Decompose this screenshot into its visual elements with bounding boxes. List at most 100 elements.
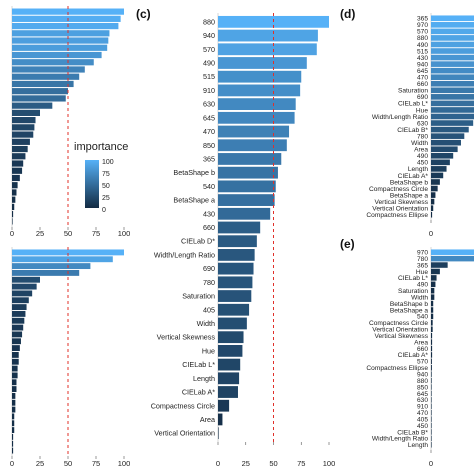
- category-label: Hue: [416, 107, 428, 114]
- bar: [431, 262, 448, 268]
- x-tick-label: 25: [36, 459, 44, 468]
- bar: [12, 358, 19, 365]
- x-tick-label: 50: [64, 459, 72, 468]
- bar: [218, 166, 278, 179]
- category-label: 490: [417, 153, 428, 160]
- category-label: Vertical Orientation: [154, 429, 215, 438]
- bar: [218, 98, 296, 111]
- bar: [12, 203, 15, 211]
- bar: [218, 427, 219, 440]
- category-label: Compactness Circle: [369, 186, 428, 193]
- bar: [12, 196, 16, 203]
- x-tick-label: 25: [36, 229, 44, 238]
- bar: [12, 167, 23, 174]
- category-label: Vertical Skewness: [374, 333, 428, 340]
- bar: [431, 403, 432, 410]
- category-label: 690: [203, 264, 215, 273]
- bar: [431, 352, 433, 358]
- bar: [431, 365, 432, 371]
- category-label: 490: [203, 59, 215, 68]
- category-label: 940: [203, 31, 215, 40]
- category-label: 470: [203, 127, 215, 136]
- bar: [431, 371, 432, 377]
- bar: [431, 146, 458, 153]
- bar: [431, 313, 434, 320]
- bar: [218, 43, 317, 56]
- bar: [12, 365, 18, 372]
- bar: [431, 67, 474, 74]
- bar: [12, 131, 34, 138]
- category-label: 645: [203, 113, 215, 122]
- bar: [12, 80, 74, 88]
- bar: [12, 386, 17, 393]
- bar: [12, 249, 124, 256]
- category-label: Width/Length Ratio: [372, 114, 428, 121]
- bar: [12, 379, 17, 386]
- bar: [12, 283, 37, 290]
- category-label: BetaShape a: [390, 192, 428, 199]
- category-label: 365: [417, 262, 428, 269]
- bar: [431, 205, 434, 211]
- bar: [431, 294, 435, 300]
- bar: [431, 397, 432, 403]
- bar: [431, 107, 474, 113]
- legend-tick: 25: [102, 195, 110, 202]
- category-label: BetaShape a: [173, 196, 215, 205]
- bar: [431, 185, 438, 192]
- category-label: CIELab L*: [398, 275, 428, 282]
- category-label: Width/Length Ratio: [154, 250, 215, 259]
- category-label: 880: [417, 378, 428, 385]
- bar: [218, 399, 230, 412]
- bar: [218, 317, 247, 330]
- legend-colorbar: [85, 160, 99, 208]
- bar: [431, 268, 440, 275]
- bar: [431, 307, 434, 313]
- category-label: 570: [417, 359, 428, 366]
- bar: [431, 377, 432, 384]
- category-label: Vertical Orientation: [372, 327, 428, 334]
- category-label: Width/Length Ratio: [372, 436, 428, 443]
- bar: [12, 310, 26, 317]
- bar: [218, 235, 257, 248]
- bar: [12, 66, 85, 73]
- bar: [431, 442, 432, 448]
- bar: [431, 326, 433, 332]
- bar: [218, 70, 302, 83]
- legend-title: importance: [74, 141, 128, 153]
- category-label: 645: [417, 391, 428, 398]
- category-label: Width: [197, 319, 215, 328]
- bar: [12, 351, 19, 358]
- bar: [12, 109, 40, 116]
- x-tick-label: 75: [92, 229, 100, 238]
- bar: [431, 41, 474, 48]
- category-label: 515: [417, 48, 428, 55]
- bar: [12, 218, 13, 225]
- category-label: 490: [417, 42, 428, 49]
- bar: [431, 35, 474, 41]
- category-label: Compactness Circle: [151, 401, 215, 410]
- category-label: CIELab B*: [397, 127, 428, 134]
- category-label: 910: [417, 404, 428, 411]
- bar: [431, 80, 474, 87]
- bar: [431, 435, 432, 442]
- category-label: 690: [417, 94, 428, 101]
- category-label: CIELab A*: [398, 173, 429, 180]
- category-label: Saturation: [182, 292, 215, 301]
- category-label: Vertical Skewness: [374, 199, 428, 206]
- bar: [218, 413, 223, 426]
- bar: [431, 120, 474, 126]
- bar: [431, 345, 433, 352]
- category-label: 940: [417, 371, 428, 378]
- bar: [12, 399, 16, 406]
- bar: [218, 84, 301, 97]
- bar: [218, 57, 307, 69]
- bar: [431, 384, 432, 390]
- bar: [431, 255, 474, 262]
- x-tick-label: 100: [118, 229, 131, 238]
- panel-a-bars: 0 25 50 75 100: [10, 6, 130, 238]
- bar: [12, 174, 20, 182]
- category-label: Vertical Orientation: [372, 205, 428, 212]
- bar: [12, 95, 66, 102]
